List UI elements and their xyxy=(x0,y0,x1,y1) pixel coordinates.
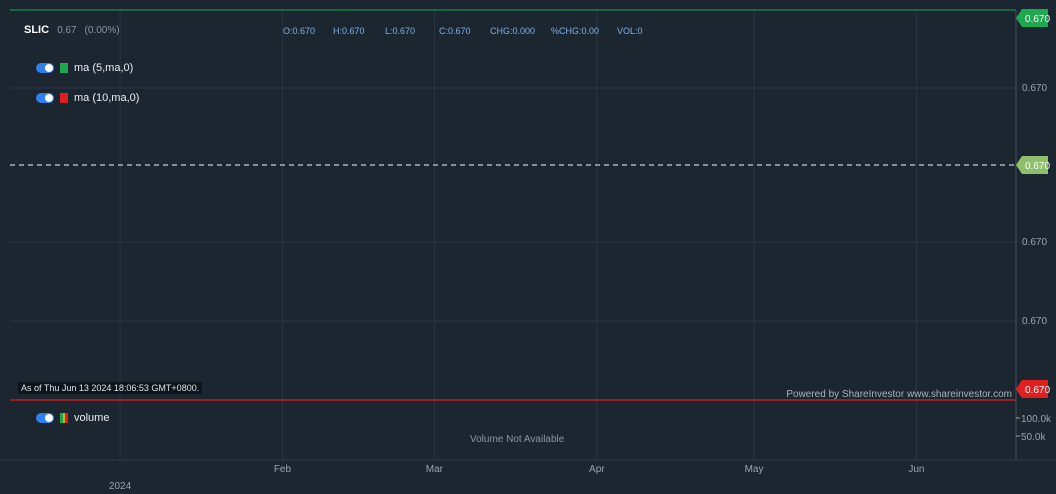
ohlc-pct-change: %CHG:0.00 xyxy=(551,26,600,36)
symbol-label: SLIC xyxy=(24,24,50,36)
ohlc-open: O:0.670 xyxy=(283,26,316,36)
ohlc-close: C:0.670 xyxy=(439,26,471,36)
ohlc-low: L:0.670 xyxy=(385,26,416,36)
volume-not-available: Volume Not Available xyxy=(470,434,565,445)
price-tick-label: 0.670 xyxy=(1022,237,1047,248)
legend-ma10: ma (10,ma,0) xyxy=(36,92,139,104)
volume-tick-label: 50.0k xyxy=(1021,432,1046,443)
time-tick-label: Apr xyxy=(589,464,605,475)
ma5-label: ma (5,ma,0) xyxy=(74,62,134,74)
volume-toggle[interactable] xyxy=(36,413,54,423)
time-tick-label: Jun xyxy=(908,464,924,475)
volume-label: volume xyxy=(74,412,110,424)
price-tag-last xyxy=(1016,9,1048,27)
ohlc-high: H:0.670 xyxy=(333,26,365,36)
legend-ma5: ma (5,ma,0) xyxy=(36,62,133,74)
volume-pane xyxy=(10,404,1016,460)
time-tick-label: May xyxy=(745,464,764,475)
price-tag-low xyxy=(1016,380,1048,398)
ma10-label: ma (10,ma,0) xyxy=(74,92,140,104)
time-tick-label: Mar xyxy=(426,464,444,475)
ma10-toggle[interactable] xyxy=(36,93,54,103)
price-tick-label: 0.670 xyxy=(1022,316,1047,327)
price-tag-label: 0.670 xyxy=(1025,161,1050,172)
ma5-swatch xyxy=(60,63,68,73)
last-price: 0.67 xyxy=(57,25,77,36)
price-pane xyxy=(10,10,1016,400)
price-tag-label: 0.670 xyxy=(1025,385,1050,396)
volume-tick-label: 100.0k xyxy=(1021,414,1052,425)
legend-volume: volume xyxy=(36,412,109,424)
ohlc-change: CHG:0.000 xyxy=(490,26,536,36)
price-tick-label: 0.670 xyxy=(1022,83,1047,94)
change-percent: (0.00%) xyxy=(84,25,120,36)
header-symbol-row: SLIC 0.67 (0.00%) xyxy=(24,24,120,36)
price-tag-current xyxy=(1016,156,1048,174)
time-tick-label: 2024 xyxy=(109,481,132,492)
time-tick-label: Feb xyxy=(274,464,292,475)
powered-by-link[interactable]: Powered by ShareInvestor www.shareinvest… xyxy=(786,389,1012,400)
ohlc-volume: VOL:0 xyxy=(617,26,643,36)
as-of-timestamp: As of Thu Jun 13 2024 18:06:53 GMT+0800. xyxy=(18,382,203,394)
volume-swatch xyxy=(60,413,69,423)
ma10-swatch xyxy=(60,93,68,103)
price-tag-label: 0.670 xyxy=(1025,14,1050,25)
ma5-toggle[interactable] xyxy=(36,63,54,73)
